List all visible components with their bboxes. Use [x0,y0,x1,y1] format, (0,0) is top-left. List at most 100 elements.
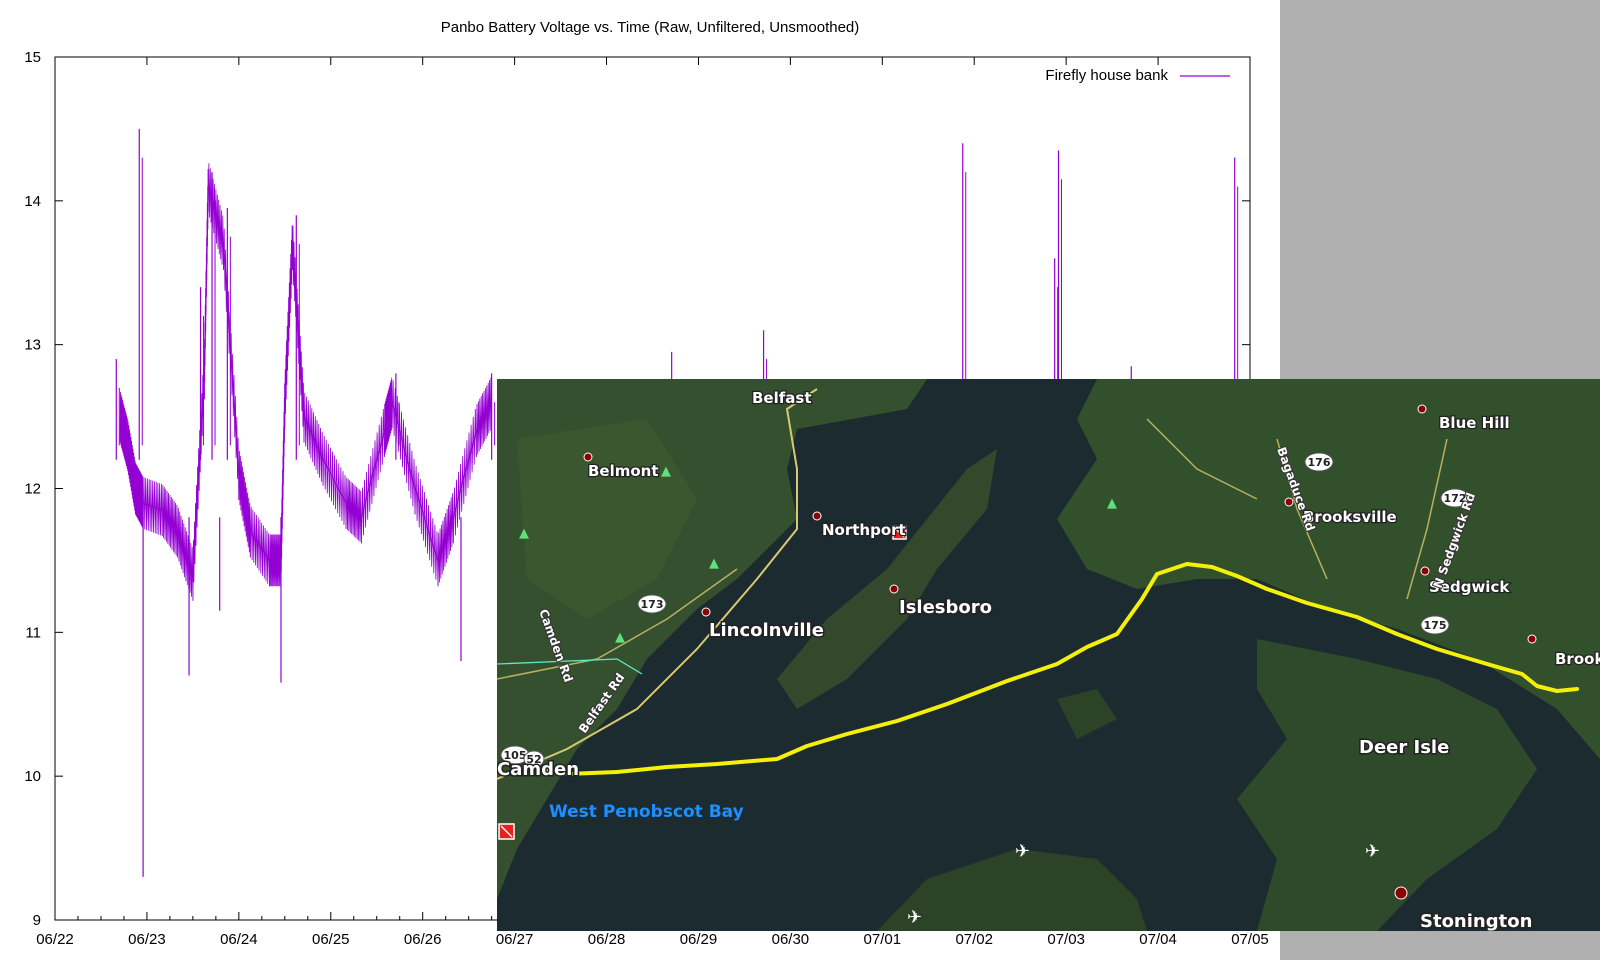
label-west-penobscot-bay: West Penobscot Bay [549,802,744,822]
x-tick-label: 06/29 [680,931,718,948]
series-noise [119,391,129,472]
x-tick-label: 07/01 [864,931,902,948]
boat-track [540,562,1579,776]
svg-text:✈: ✈ [907,907,922,928]
label-lincolnville: Lincolnville [709,620,824,641]
svg-text:✈: ✈ [1365,841,1380,862]
brooksville-land [1057,379,1600,759]
series-noise [280,383,286,587]
svg-text:173: 173 [641,598,664,611]
svg-text:52: 52 [526,753,541,766]
east-road [1146,418,1448,600]
series-noise [238,450,251,558]
hazard-icons [498,525,907,840]
small-island [1057,689,1117,739]
series-noise [135,463,144,529]
route-shield-52: 52 [523,750,545,768]
series-noise [322,435,347,529]
svg-text:172: 172 [1444,492,1467,505]
x-tick-label: 06/30 [772,931,810,948]
x-tick-label: 07/05 [1231,931,1269,948]
y-tick-label: 15 [24,49,41,66]
label-brooksville: Brooksville [1303,508,1397,526]
svg-text:175: 175 [1424,619,1447,632]
y-tick-label: 13 [24,337,41,354]
islesboro-island [777,449,997,709]
series-noise [192,356,205,601]
svg-text:▲: ▲ [661,464,671,479]
x-tick-label: 06/22 [36,931,74,948]
svg-text:▲: ▲ [1107,496,1117,511]
series-noise [345,477,362,544]
series-noise [204,169,209,400]
svg-text:✈: ✈ [1015,841,1030,862]
map-screenshot-overlay: 173 176 172 175 105 52 Belfast Belmont N… [497,379,1600,931]
west-mainland-detail [517,419,697,619]
series-noise [284,225,293,429]
label-camden: Camden [497,759,579,780]
svg-text:▲: ▲ [519,526,529,541]
label-belfast: Belfast [752,389,812,407]
route-shield-176: 176 [1304,452,1334,472]
series-noise [384,377,393,457]
town-markers [583,404,1537,900]
series-noise [207,163,224,270]
label-belmont: Belmont [588,462,659,480]
label-northport: Northport [822,521,906,539]
y-tick-label: 9 [33,912,41,929]
y-tick-label: 14 [24,193,41,210]
svg-text:176: 176 [1308,456,1331,469]
y-tick-label: 10 [24,768,41,785]
svg-text:▲: ▲ [709,556,719,571]
series-noise [361,408,385,544]
y-axis: 9 10 11 12 13 14 15 [24,49,1250,929]
x-tick-label: 06/27 [496,931,534,948]
series-noise [177,507,194,601]
series-noise [475,377,492,457]
series-noise [127,421,136,515]
series-noise [303,392,324,486]
x-tick-label: 07/02 [955,931,993,948]
inland-road [497,568,738,680]
deer-isle-land [1237,639,1537,931]
label-blue-hill: Blue Hill [1439,414,1510,432]
park-icon: ▲ ▲ ▲ ▲ ▲ [519,464,1117,645]
series-noise [142,477,163,537]
svg-text:105: 105 [504,749,527,762]
legend-label: Firefly house bank [1045,67,1168,84]
legend: Firefly house bank [1045,67,1230,84]
series-noise [223,228,240,501]
route-shield-173: 173 [637,594,667,614]
x-tick-label: 06/28 [588,931,626,948]
south-island [877,849,1147,931]
x-tick-label: 06/26 [404,931,442,948]
series-noise [292,225,305,443]
series-noise [452,408,477,544]
svg-text:▲: ▲ [615,630,625,645]
route-shield-105: 105 [500,745,530,765]
x-tick-label: 06/25 [312,931,350,948]
x-axis: 06/22 06/23 06/24 06/25 06/26 06/27 06/28 06/29… [36,57,1269,948]
label-brook: Brook [1555,650,1600,668]
label-deer-isle: Deer Isle [1359,737,1449,758]
label-islesboro: Islesboro [899,597,992,618]
airport-icon: ✈ ✈ ✈ [907,841,1380,928]
series-noise [414,465,439,587]
series-noise [249,507,270,587]
series-noise [269,534,282,587]
label-sedgwick: Sedgwick [1429,578,1510,596]
series-noise [161,485,178,558]
y-tick-label: 12 [24,481,41,498]
label-stonington: Stonington [1420,911,1532,931]
boundary-line [497,658,643,675]
x-tick-label: 06/24 [220,931,258,948]
route-shield-175: 175 [1420,615,1450,635]
y-tick-label: 11 [25,624,41,641]
map-image: 173 176 172 175 105 52 Belfast Belmont N… [497,379,1600,931]
route-shield-172: 172 [1440,488,1470,508]
coastal-road [497,388,818,780]
x-tick-label: 07/04 [1139,931,1177,948]
x-tick-label: 07/03 [1047,931,1085,948]
series-noise [437,493,454,587]
x-tick-label: 06/23 [128,931,166,948]
